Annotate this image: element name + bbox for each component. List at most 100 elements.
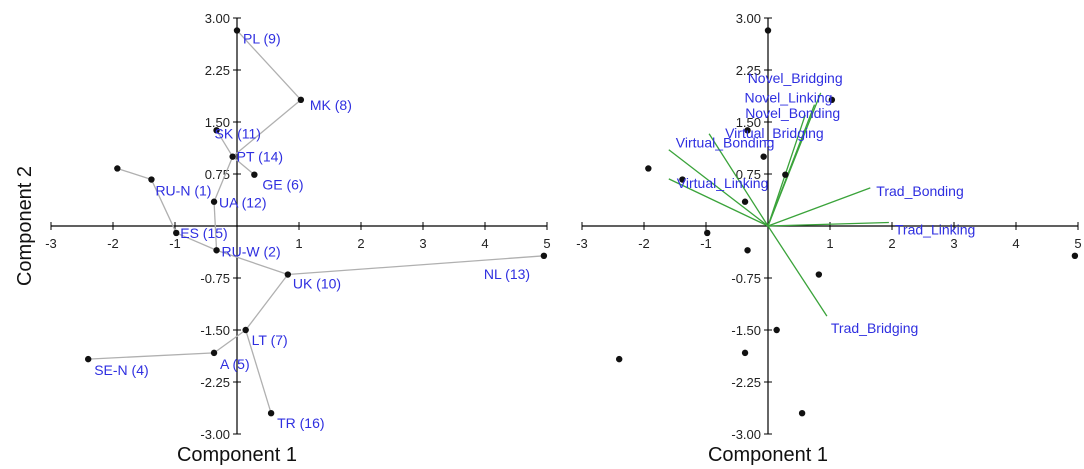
vector-label: Novel_Linking <box>745 90 833 106</box>
data-point <box>229 153 236 160</box>
x-tick-label: 3 <box>419 236 426 251</box>
network-edge <box>245 274 289 331</box>
y-tick-label: -1.50 <box>731 323 761 338</box>
y-tick-label: 0.75 <box>205 167 230 182</box>
data-point <box>798 410 806 417</box>
x-tick-label: 4 <box>1012 236 1019 251</box>
vector-label: Trad_Bonding <box>876 183 963 199</box>
loading-vector <box>668 149 769 227</box>
network-edge <box>245 329 272 414</box>
network-edge <box>88 352 215 360</box>
data-point <box>284 271 292 278</box>
data-point <box>173 229 180 237</box>
data-point <box>764 27 772 34</box>
right-x-axis-title: Component 1 <box>708 444 828 466</box>
data-point <box>645 165 652 172</box>
loading-vector <box>767 187 871 227</box>
left-panel-network-plot: -3 -2 -1 1 2 3 4 5 3.00 2.25 1.50 0.75 -0.75 -1.50 -2.… <box>45 11 550 442</box>
data-point <box>213 247 220 254</box>
data-point <box>114 165 121 172</box>
point-label: PL (9) <box>243 30 281 46</box>
point-label: RU-W (2) <box>222 243 281 259</box>
y-tick-label: -0.75 <box>200 271 230 286</box>
data-point <box>744 247 751 254</box>
loading-vector <box>767 225 828 317</box>
point-label: SE-N (4) <box>94 362 148 378</box>
data-point <box>741 349 749 357</box>
data-point <box>679 176 686 183</box>
vector-label: Virtual_Bridging <box>725 125 824 141</box>
data-point <box>616 355 623 363</box>
data-point <box>741 198 749 205</box>
x-tick-label: -3 <box>576 236 588 251</box>
right-panel-biplot: -3 -2 -1 1 2 3 4 5 3.00 2.25 1.50 0.75 -0.75 -1.50 -2.… <box>576 11 1081 442</box>
x-tick-label: 4 <box>481 236 488 251</box>
network-edge <box>216 249 289 276</box>
point-label: SK (11) <box>215 125 261 141</box>
x-tick-label: -1 <box>700 236 712 251</box>
loading-vector <box>668 178 769 227</box>
x-tick-label: 2 <box>888 236 895 251</box>
network-edge <box>213 201 218 251</box>
y-tick-label: 1.50 <box>205 115 230 130</box>
y-tick-label: -3.00 <box>200 427 230 442</box>
y-tick-label: 1.50 <box>736 115 761 130</box>
data-point <box>1071 252 1079 260</box>
data-point <box>210 349 218 357</box>
data-point <box>85 355 92 363</box>
x-tick-label: 5 <box>543 236 550 251</box>
data-point <box>540 252 548 260</box>
point-label: UK (10) <box>293 276 341 292</box>
x-tick-label: 2 <box>357 236 364 251</box>
y-tick-label: 0.75 <box>736 167 761 182</box>
network-edge <box>117 167 152 181</box>
network-edge <box>175 232 217 251</box>
data-point <box>210 198 218 205</box>
network-edge <box>150 179 177 234</box>
point-label: LT (7) <box>252 332 288 348</box>
loading-vector <box>767 114 806 227</box>
data-point <box>704 229 711 237</box>
data-point <box>233 27 241 34</box>
network-edge <box>213 156 234 202</box>
x-tick-label: -1 <box>169 236 181 251</box>
data-point <box>815 271 823 278</box>
point-label: GE (6) <box>262 177 303 193</box>
point-label: MK (8) <box>310 97 352 113</box>
vector-label: Trad_Linking <box>895 222 975 238</box>
point-label: RU-N (1) <box>155 183 211 199</box>
x-tick-label: -2 <box>107 236 119 251</box>
x-tick-label: 5 <box>1074 236 1081 251</box>
point-label: A (5) <box>220 356 250 372</box>
y-tick-label: 2.25 <box>205 63 230 78</box>
point-label: PT (14) <box>237 149 283 165</box>
network-edge <box>215 129 234 158</box>
y-tick-label: 3.00 <box>205 11 230 26</box>
vector-label: Virtual_Bonding <box>676 135 775 151</box>
network-edge <box>213 329 247 354</box>
data-point <box>782 171 789 178</box>
data-point <box>242 326 249 334</box>
data-point <box>267 410 275 417</box>
vector-label: Trad_Bridging <box>831 320 918 336</box>
data-point <box>148 176 155 183</box>
y-tick-label: -1.50 <box>200 323 230 338</box>
point-label: ES (15) <box>180 225 227 241</box>
data-point <box>760 153 767 160</box>
data-point <box>744 127 751 134</box>
point-label: NL (13) <box>484 266 530 282</box>
left-y-axis-title: Component 2 <box>14 166 36 286</box>
x-tick-label: 3 <box>950 236 957 251</box>
loading-vector <box>767 221 889 227</box>
point-label: UA (12) <box>219 195 266 211</box>
y-tick-label: -2.25 <box>200 375 230 390</box>
y-tick-label: -3.00 <box>731 427 761 442</box>
network-edge <box>287 255 544 276</box>
network-edge <box>232 99 302 158</box>
vector-label: Virtual_Linking <box>677 175 769 191</box>
network-edge <box>236 30 302 101</box>
vector-label: Novel_Bonding <box>745 105 840 121</box>
x-tick-label: 1 <box>826 236 833 251</box>
x-tick-label: -2 <box>638 236 650 251</box>
